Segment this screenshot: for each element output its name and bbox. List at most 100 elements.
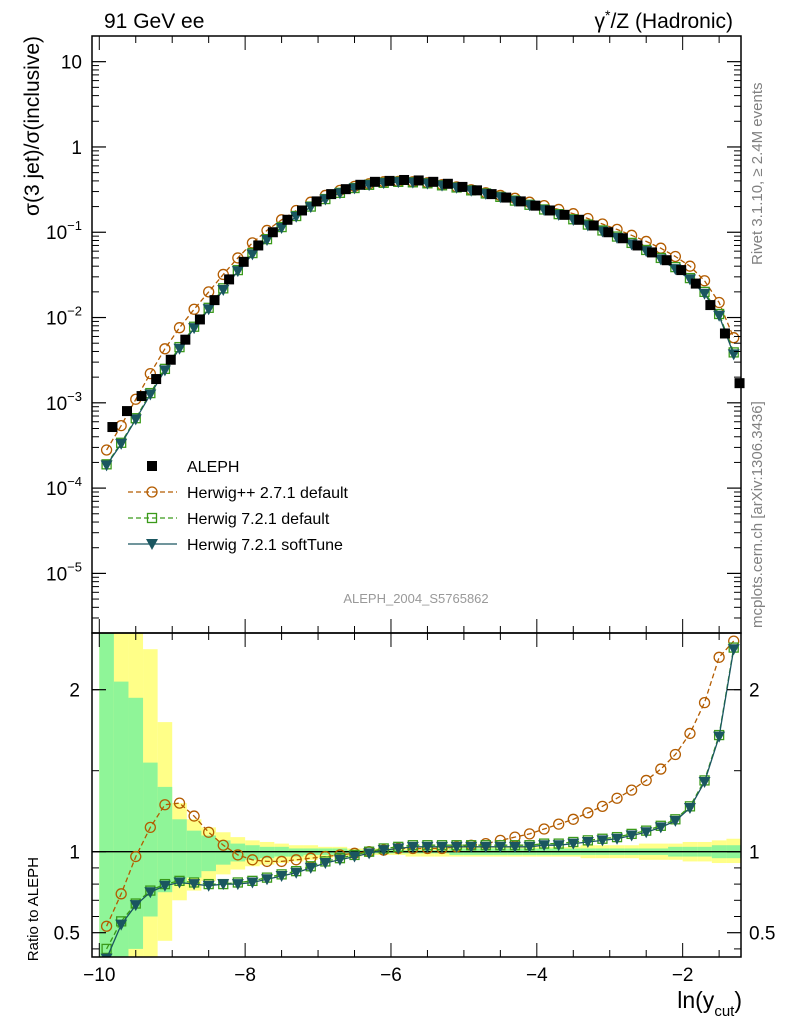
y-tick-label: 1 (71, 138, 82, 159)
ratio-herwigpp-point (669, 748, 682, 761)
y-tick-label: 10−5 (46, 559, 82, 585)
aleph-data-point (311, 196, 322, 207)
rivet-label: Rivet 3.1.10, ≥ 2.4M events (749, 83, 766, 266)
aleph-data-point (428, 176, 439, 187)
h721-softtune-point (713, 310, 726, 322)
ratio-softtune-point (538, 840, 551, 852)
x-tick-label: −2 (672, 965, 694, 986)
ratio-tick-label-left: 2 (69, 681, 80, 702)
h721-softtune-point (144, 389, 157, 401)
ratio-herwigpp-point (130, 850, 142, 863)
band-inner-bin (215, 840, 231, 865)
herwigpp-point (203, 286, 215, 298)
aleph-data-point (413, 175, 424, 186)
aleph-data-point (719, 328, 730, 339)
aleph-data-point (603, 227, 614, 238)
ratio-softtune-point (727, 644, 740, 656)
ratio-softtune-point (392, 843, 405, 855)
herwigpp-point (159, 343, 171, 355)
aleph-data-point (224, 274, 235, 285)
aleph-data-point (282, 214, 293, 225)
aleph-data-point (107, 422, 118, 433)
legend-marker (146, 486, 158, 498)
ratio-softtune-point (319, 858, 332, 870)
series-layer (100, 174, 745, 957)
ratio-panel-series (100, 635, 740, 957)
aleph-data-point (180, 334, 191, 345)
ratio-herwigpp-point (217, 839, 229, 851)
ratio-softtune-point (100, 953, 113, 957)
ratio-softtune-point (115, 919, 128, 931)
ratio-herwigpp-line (106, 640, 735, 927)
x-tick-label: −10 (83, 965, 115, 986)
ratio-softtune-point (217, 879, 230, 891)
ratio-softtune-point (333, 854, 346, 866)
ratio-softtune-point (698, 777, 711, 789)
legend-label: Herwig++ 2.7.1 default (187, 485, 349, 502)
h721-softtune-point (231, 266, 244, 278)
legend-marker (147, 461, 157, 471)
ratio-softtune-point (596, 835, 609, 847)
ratio-softtune-line (106, 649, 735, 957)
x-tick-label: −4 (526, 965, 548, 986)
ratio-softtune-point (436, 841, 449, 853)
ratio-softtune-point (713, 731, 726, 743)
ratio-herwigpp-point (100, 920, 113, 932)
ratio-herwigpp-point (698, 697, 711, 709)
ratio-softtune-point (377, 845, 390, 857)
ratio-softtune-point (348, 851, 361, 863)
ratio-herwigpp-point (115, 888, 127, 900)
herwigpp-point (144, 367, 156, 380)
ratio-herwigpp-point (713, 651, 725, 663)
aleph-data-point (486, 189, 497, 200)
h721-softtune-point (261, 235, 274, 247)
ratio-herwigpp-point (596, 800, 609, 812)
aleph-data-point (734, 378, 745, 389)
aleph-data-point (544, 205, 555, 216)
ratio-softtune-point (552, 840, 565, 852)
aleph-data-point (340, 184, 351, 195)
herwigpp-line (106, 180, 735, 451)
ratio-softtune-point (363, 848, 376, 860)
ratio-tick-label-left: 0.5 (54, 924, 80, 945)
band-inner-bin (157, 786, 173, 893)
band-inner-bin (288, 848, 304, 857)
h721-softtune-point (129, 414, 142, 426)
ratio-softtune-point (465, 841, 478, 853)
ratio-softtune-point (683, 802, 696, 814)
ratio-herwigpp-point (275, 855, 288, 868)
ratio-softtune-point (188, 879, 201, 891)
aleph-data-point (151, 374, 162, 385)
aleph-data-point (267, 227, 278, 238)
band-inner-bin (128, 697, 144, 949)
ratio-softtune-point (231, 879, 244, 891)
axis-ticks: 10−5 10−4 10−3 10−2 10−1 1 10 0.5 0.5 1 1 2 2 −10 −8 −6… (46, 35, 775, 986)
y-tick-label: 10−3 (46, 389, 82, 415)
ratio-softtune-point (261, 874, 274, 886)
ratio-softtune-point (508, 841, 521, 853)
h721-softtune-point (246, 249, 259, 261)
h721-softtune-point (173, 343, 186, 355)
ratio-herwigpp-point (144, 821, 156, 834)
aleph-data-point (442, 178, 453, 189)
ratio-herwigpp-point (232, 849, 244, 861)
ratio-softtune-point (406, 841, 419, 853)
aleph-data-point (355, 179, 366, 190)
aleph-data-point (369, 176, 380, 187)
mcplots-label: mcplots.cern.ch [arXiv:1306.3436] (749, 401, 766, 628)
y-axis-label-main: σ(3 jet)/σ(inclusive) (21, 36, 44, 216)
herwigpp-point (188, 303, 200, 315)
h721-softtune-point (158, 365, 171, 377)
h721-softtune-point (698, 288, 711, 300)
legend-marker (146, 539, 158, 550)
ratio-softtune-point (144, 887, 157, 899)
ratio-softtune-point (421, 841, 434, 853)
legend-label: Herwig 7.2.1 default (187, 511, 330, 528)
aleph-data-point (705, 300, 716, 311)
ratio-softtune-point (202, 880, 215, 892)
aleph-data-point (457, 181, 468, 192)
y-tick-label: 10−4 (46, 474, 82, 500)
aleph-data-point (647, 247, 658, 258)
ratio-softtune-point (654, 822, 667, 834)
ratio-tick-label-right: 0.5 (749, 924, 775, 945)
